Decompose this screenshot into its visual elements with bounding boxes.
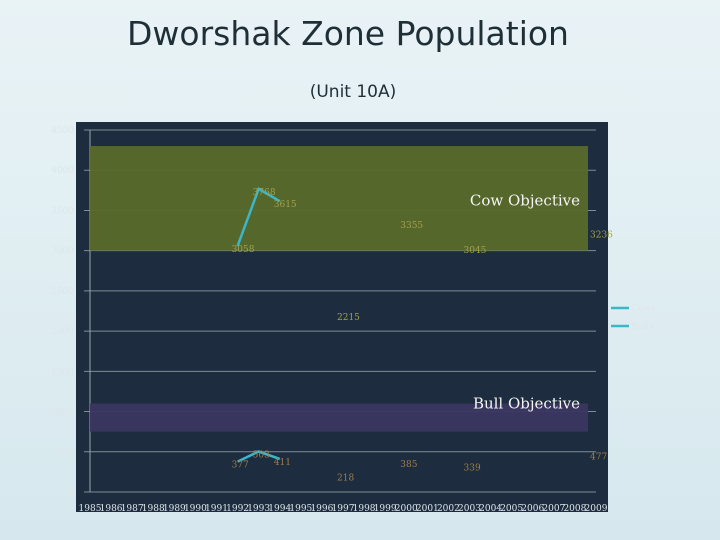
bull-data-label: 218 bbox=[337, 473, 354, 483]
cow-data-label: 3045 bbox=[464, 246, 487, 256]
y-tick-label: 0 bbox=[68, 488, 74, 498]
cow-data-label: 3615 bbox=[274, 200, 297, 210]
x-tick-label: 1992 bbox=[226, 504, 249, 514]
y-tick-label: 1500 bbox=[51, 367, 74, 377]
x-tick-label: 2009 bbox=[585, 504, 608, 514]
x-tick-label: 1988 bbox=[142, 504, 165, 514]
x-tick-label: 1995 bbox=[289, 504, 312, 514]
bull-data-label: 377 bbox=[232, 461, 249, 471]
bull-data-label: 385 bbox=[400, 460, 417, 470]
y-tick-label: 500 bbox=[57, 448, 74, 458]
x-tick-label: 2002 bbox=[437, 504, 460, 514]
cow-data-label: 3236 bbox=[590, 231, 613, 241]
bull-objective-band-label: Bull Objective bbox=[473, 395, 580, 413]
chart-subtitle: (Unit 10A) bbox=[309, 82, 397, 102]
x-tick-label: 2006 bbox=[521, 504, 544, 514]
y-tick-label: 2500 bbox=[51, 287, 74, 297]
x-tick-label: 1990 bbox=[184, 504, 207, 514]
legend-label-bulls: Bulls bbox=[631, 322, 654, 332]
y-tick-label: 1000 bbox=[51, 408, 74, 418]
y-tick-label: 3500 bbox=[51, 206, 74, 216]
x-tick-label: 1991 bbox=[205, 504, 228, 514]
y-tick-label: 4000 bbox=[51, 166, 74, 176]
x-tick-label: 2000 bbox=[395, 504, 418, 514]
x-tick-label: 1986 bbox=[100, 504, 123, 514]
legend-label-cows: Cows bbox=[631, 304, 656, 314]
x-tick-label: 1985 bbox=[79, 504, 102, 514]
bull-data-label: 339 bbox=[464, 464, 481, 474]
x-tick-label: 1993 bbox=[247, 504, 270, 514]
bull-data-label: 503 bbox=[253, 451, 270, 461]
cow-data-label: 3768 bbox=[253, 188, 276, 198]
bull-objective-band bbox=[90, 403, 588, 432]
x-tick-label: 2008 bbox=[563, 504, 586, 514]
bull-data-label: 411 bbox=[274, 458, 291, 468]
x-tick-label: 1987 bbox=[121, 504, 144, 514]
x-tick-label: 1998 bbox=[353, 504, 376, 514]
cows-line bbox=[236, 187, 281, 247]
y-tick-label: 4500 bbox=[51, 126, 74, 136]
cow-data-label: 3058 bbox=[232, 245, 255, 255]
bulls-line bbox=[237, 450, 281, 463]
x-tick-label: 1996 bbox=[310, 504, 333, 514]
x-tick-label: 1997 bbox=[332, 504, 355, 514]
cow-data-label: 2215 bbox=[337, 313, 360, 323]
x-tick-label: 2005 bbox=[500, 504, 523, 514]
cow-data-label: 3355 bbox=[400, 221, 423, 231]
chart-title: Dworshak Zone Population bbox=[127, 14, 569, 53]
cow-objective-band-label: Cow Objective bbox=[470, 191, 580, 209]
x-tick-label: 2001 bbox=[416, 504, 439, 514]
x-tick-label: 1989 bbox=[163, 504, 186, 514]
x-tick-label: 2004 bbox=[479, 504, 502, 514]
y-tick-label: 3000 bbox=[51, 247, 74, 257]
x-tick-label: 2003 bbox=[458, 504, 481, 514]
x-tick-label: 1999 bbox=[374, 504, 397, 514]
cow-objective-band bbox=[90, 146, 588, 251]
x-tick-label: 1994 bbox=[268, 504, 291, 514]
x-tick-label: 2007 bbox=[542, 504, 565, 514]
bull-data-label: 477 bbox=[590, 453, 607, 463]
y-tick-label: 2000 bbox=[51, 327, 74, 337]
